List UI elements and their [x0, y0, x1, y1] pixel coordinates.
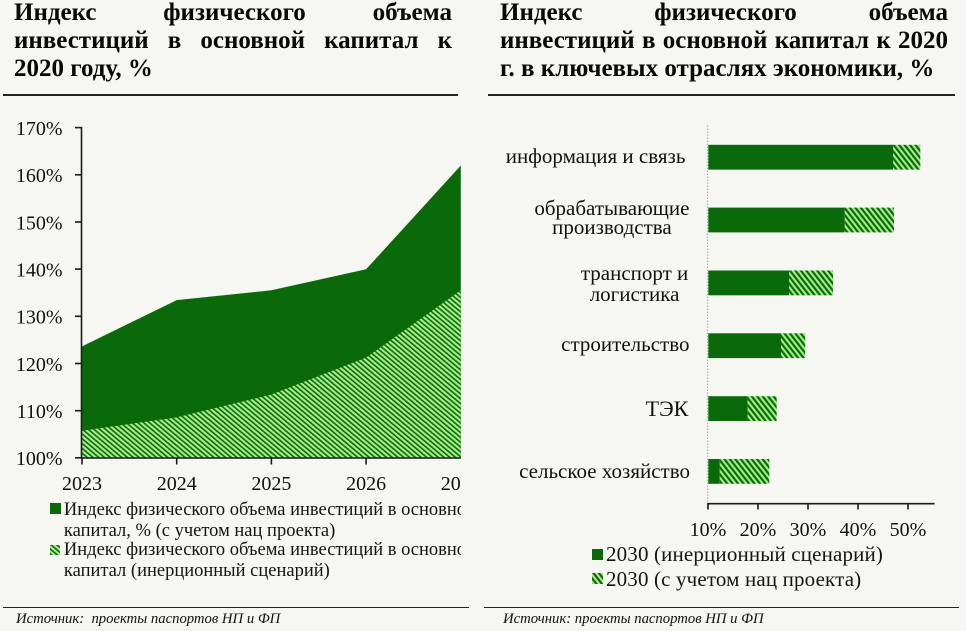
svg-text:120%: 120% [16, 354, 63, 376]
svg-text:160%: 160% [16, 165, 63, 187]
svg-text:2026: 2026 [346, 473, 386, 495]
svg-text:100%: 100% [16, 448, 63, 470]
svg-text:110%: 110% [17, 401, 63, 423]
svg-text:10%: 10% [690, 519, 727, 540]
svg-text:2023: 2023 [62, 473, 102, 495]
svg-text:20%: 20% [740, 519, 777, 540]
svg-text:2027: 2027 [441, 473, 461, 495]
svg-text:2025: 2025 [251, 473, 291, 495]
svg-text:140%: 140% [16, 260, 63, 282]
svg-text:150%: 150% [16, 212, 63, 234]
svg-text:50%: 50% [890, 519, 927, 540]
svg-text:130%: 130% [16, 307, 63, 329]
svg-text:30%: 30% [790, 519, 827, 540]
svg-text:2024: 2024 [157, 473, 197, 495]
svg-text:170%: 170% [16, 118, 63, 140]
svg-text:40%: 40% [840, 519, 877, 540]
